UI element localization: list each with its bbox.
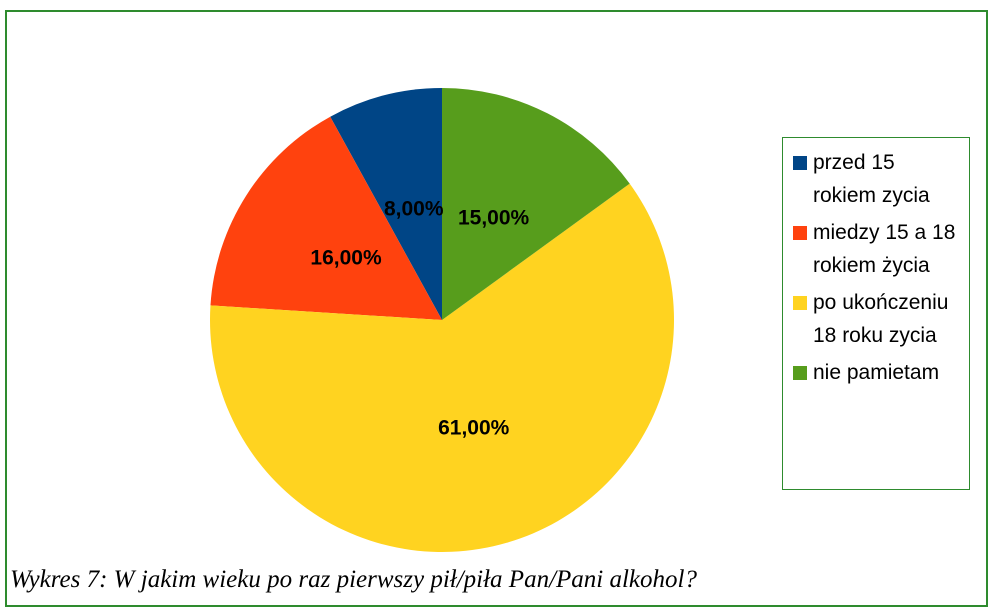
- legend-item: miedzy 15 a 18 rokiem życia: [793, 216, 963, 282]
- legend-item: po ukończeniu 18 roku zycia: [793, 286, 963, 352]
- value-label: 15,00%: [458, 206, 530, 229]
- value-label: 8,00%: [384, 197, 444, 220]
- legend-label: nie pamietam: [813, 361, 940, 384]
- chart-frame: [5, 10, 988, 607]
- legend-label: po ukończeniu 18 roku zycia: [813, 291, 949, 347]
- legend-swatch: [793, 296, 807, 310]
- legend-swatch: [793, 226, 807, 240]
- value-label: 16,00%: [310, 247, 382, 270]
- legend-label: przed 15 rokiem zycia: [813, 151, 930, 207]
- legend-swatch: [793, 156, 807, 170]
- value-label: 61,00%: [438, 417, 510, 440]
- legend-label: miedzy 15 a 18 rokiem życia: [813, 221, 956, 277]
- legend-item: przed 15 rokiem zycia: [793, 146, 963, 212]
- pie-slice: [442, 88, 630, 320]
- pie-slice: [209, 183, 674, 552]
- pie-slice: [330, 88, 442, 320]
- legend-item: nie pamietam: [793, 356, 963, 389]
- legend-swatch: [793, 366, 807, 380]
- caption: Wykres 7: W jakim wieku po raz pierwszy …: [10, 566, 697, 593]
- legend: przed 15 rokiem zycia miedzy 15 a 18 roki…: [782, 137, 970, 490]
- pie-slice: [210, 116, 442, 320]
